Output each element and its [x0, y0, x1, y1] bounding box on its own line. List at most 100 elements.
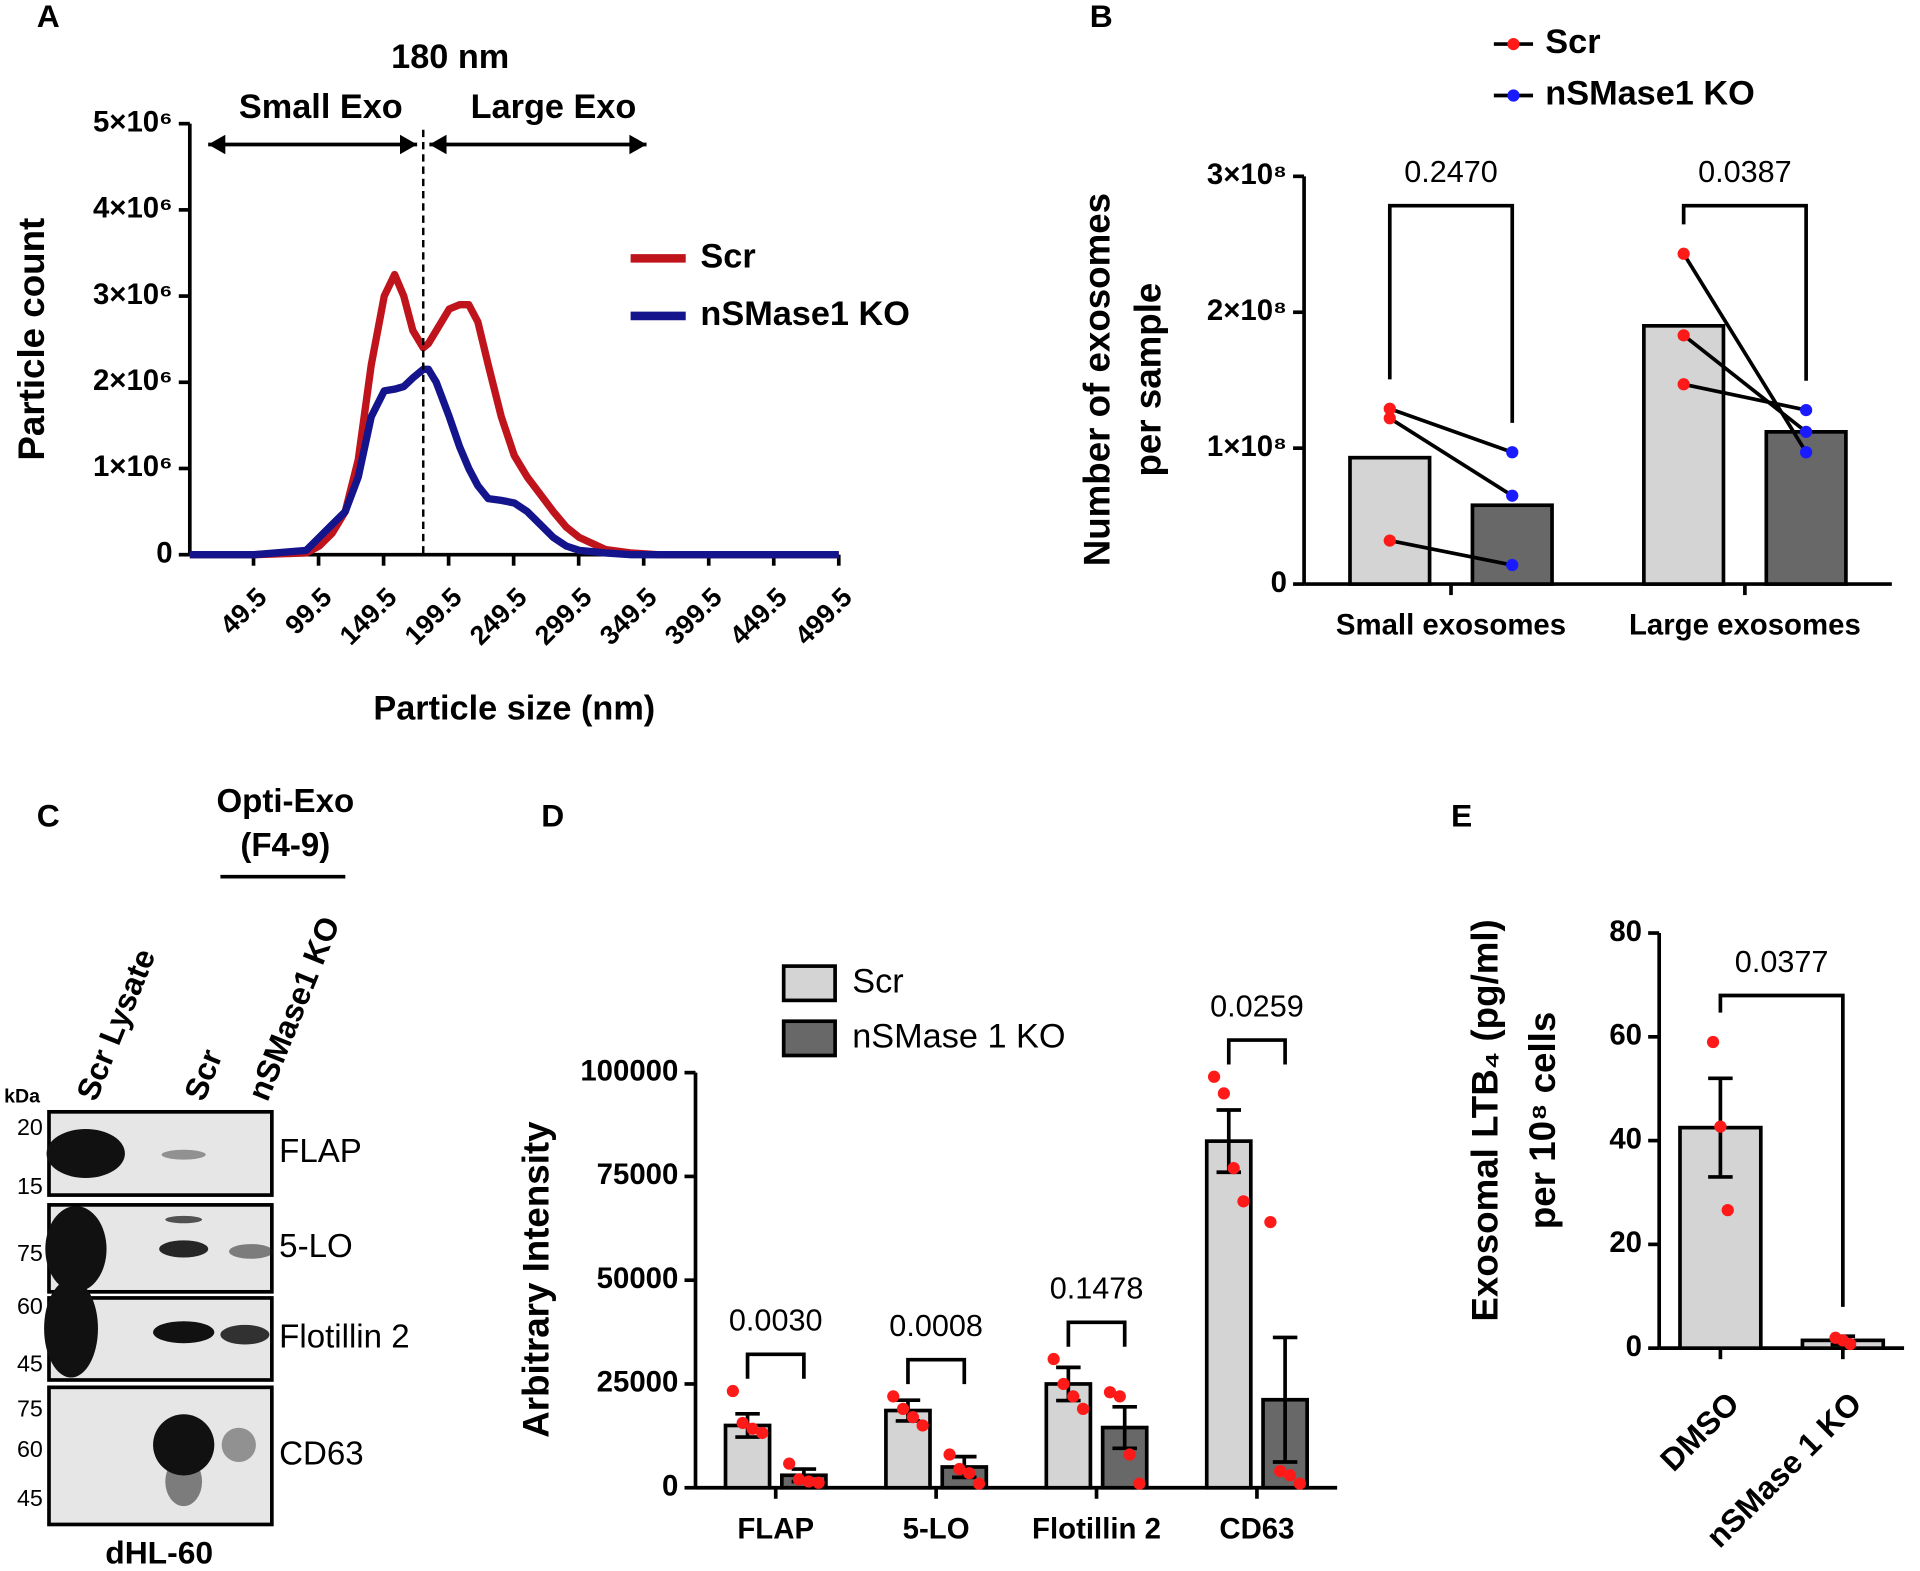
legend-label: nSMase1 KO	[1545, 75, 1754, 113]
row-label: CD63	[279, 1436, 364, 1473]
p-value: 0.1478	[1050, 1272, 1144, 1306]
kda-marker: 60	[17, 1293, 43, 1319]
blot-band	[221, 1427, 256, 1463]
data-point	[953, 1462, 966, 1476]
significance-bracket	[1718, 993, 1845, 1307]
x-tick-label: 299.5	[529, 582, 598, 651]
kda-marker: 45	[17, 1350, 43, 1376]
data-point	[756, 1426, 769, 1440]
y-tick-label: 1×10⁸	[1207, 430, 1287, 463]
significance-bracket	[1681, 203, 1808, 381]
cell-line: dHL-60	[105, 1534, 213, 1570]
y-tick-label: 0	[1626, 1330, 1642, 1363]
data-point	[726, 1384, 739, 1398]
y-tick-label: 50000	[597, 1262, 679, 1295]
blot-band	[153, 1414, 215, 1476]
x-tick-label: DMSO	[1653, 1385, 1746, 1478]
arrowhead	[208, 134, 226, 155]
data-point	[1383, 412, 1396, 425]
lane-label: Scr	[177, 1044, 230, 1105]
error-bar	[1272, 1335, 1298, 1464]
panel-label: D	[541, 797, 564, 833]
y-tick-label: 0	[662, 1470, 678, 1503]
legend-label: Scr	[852, 962, 903, 1000]
bar	[1204, 1139, 1253, 1490]
blot-band	[161, 1149, 206, 1160]
blot-band	[45, 1206, 107, 1292]
panel-label: E	[1451, 797, 1472, 833]
arrowhead	[399, 134, 418, 155]
pair-line	[1682, 252, 1808, 454]
kda-marker: 75	[17, 1240, 43, 1266]
data-point	[1506, 446, 1519, 459]
y-tick-label: 0	[156, 536, 172, 569]
data-point	[1293, 1477, 1306, 1490]
data-point	[963, 1467, 976, 1480]
data-point	[1383, 534, 1396, 547]
data-point	[887, 1390, 900, 1403]
y-axis-label: Arbitrary Intensity	[515, 1121, 556, 1438]
x-tick-label: Flotillin 2	[1032, 1512, 1161, 1545]
data-point	[1057, 1377, 1070, 1391]
blot-band	[44, 1279, 98, 1378]
data-point	[736, 1416, 749, 1430]
data-point	[746, 1422, 759, 1435]
legend-label: Scr	[700, 237, 755, 275]
p-value: 0.0387	[1698, 155, 1792, 189]
significance-bracket	[1387, 203, 1515, 423]
y-tick-label: 5×10⁶	[93, 105, 173, 138]
kda-marker: 45	[17, 1485, 43, 1511]
data-point	[1799, 446, 1813, 459]
x-tick-label: Small exosomes	[1336, 609, 1566, 642]
x-tick-label: Large exosomes	[1629, 609, 1861, 642]
legend-swatch	[1507, 89, 1520, 102]
significance-bracket	[745, 1352, 806, 1379]
pair-line	[1682, 333, 1808, 434]
data-point	[1844, 1337, 1857, 1351]
legend-label: nSMase1 KO	[700, 295, 909, 333]
panel-label: A	[37, 0, 60, 34]
data-point	[1677, 247, 1690, 260]
x-tick-label: 5-LO	[903, 1512, 970, 1545]
header: Opti-Exo	[216, 783, 354, 820]
p-value: 0.2470	[1404, 155, 1498, 189]
data-point	[1706, 1035, 1720, 1049]
y-tick-label: 2×10⁸	[1207, 294, 1287, 327]
data-point	[1123, 1448, 1136, 1461]
y-tick-label: 40	[1609, 1122, 1642, 1155]
annotation: 180 nm	[391, 38, 509, 76]
p-value: 0.0377	[1735, 945, 1829, 979]
data-point	[1677, 329, 1690, 342]
data-point	[1113, 1390, 1126, 1403]
data-point	[943, 1448, 956, 1461]
data-point	[1047, 1352, 1060, 1366]
row-label: 5-LO	[279, 1228, 352, 1265]
annotation: Large Exo	[471, 88, 637, 126]
y-tick-label: 2×10⁶	[93, 364, 173, 397]
kda-marker: 60	[17, 1436, 43, 1462]
data-point	[812, 1476, 825, 1489]
data-point	[1274, 1465, 1287, 1478]
data-point	[1283, 1469, 1297, 1482]
y-tick-label: 4×10⁶	[93, 192, 173, 225]
data-point	[972, 1477, 986, 1490]
y-axis-label: Particle count	[11, 218, 52, 461]
data-point	[1207, 1070, 1221, 1083]
blot-band	[46, 1128, 125, 1178]
x-axis-label: Particle size (nm)	[373, 689, 655, 727]
data-point	[1237, 1195, 1250, 1208]
data-point	[1799, 403, 1813, 417]
y-tick-label: 0	[1271, 566, 1287, 599]
y-tick-label: 3×10⁸	[1207, 158, 1287, 191]
data-point	[1714, 1120, 1727, 1133]
error-bar	[1112, 1404, 1137, 1451]
legend-label: nSMase 1 KO	[852, 1017, 1065, 1055]
panel-label: B	[1090, 0, 1113, 34]
y-tick-label: 3×10⁶	[93, 278, 173, 311]
bar	[1348, 455, 1432, 586]
legend-label: Scr	[1545, 23, 1600, 61]
y-tick-label: 80	[1609, 915, 1642, 948]
pair-line	[1389, 407, 1513, 454]
y-axis-label: per sample	[1128, 283, 1169, 477]
pair-line	[1388, 416, 1514, 498]
